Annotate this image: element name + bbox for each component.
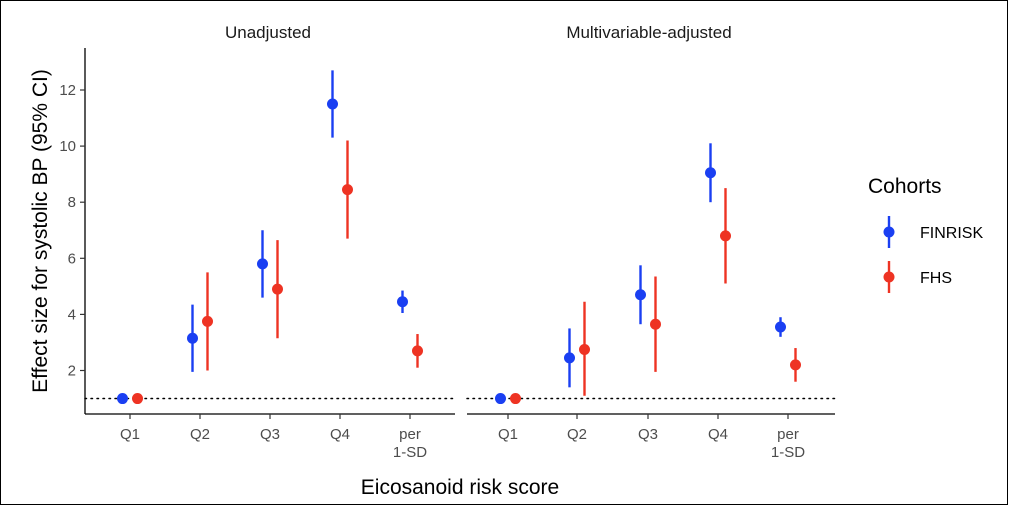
y-tick-label: 2 bbox=[68, 363, 76, 380]
data-point bbox=[272, 283, 283, 295]
legend-label: FHS bbox=[920, 270, 952, 287]
data-point bbox=[635, 289, 646, 301]
data-point bbox=[564, 352, 575, 364]
data-point bbox=[510, 393, 521, 405]
y-tick-label: 8 bbox=[68, 194, 76, 211]
data-point bbox=[705, 167, 716, 179]
data-point bbox=[187, 332, 198, 344]
panel-title: Multivariable-adjusted bbox=[566, 23, 731, 42]
y-tick-label: 10 bbox=[59, 138, 76, 155]
y-axis-title: Effect size for systolic BP (95% CI) bbox=[29, 69, 52, 393]
data-point bbox=[397, 296, 408, 308]
x-axis-title: Eicosanoid risk score bbox=[361, 476, 559, 499]
legend-label: FINRISK bbox=[920, 225, 983, 242]
x-tick-label: 1-SD bbox=[771, 444, 805, 461]
data-point bbox=[650, 318, 661, 330]
x-tick-label: Q2 bbox=[567, 426, 587, 443]
y-tick-label: 4 bbox=[68, 306, 76, 323]
legend-key-point bbox=[883, 271, 895, 283]
legend-key-point bbox=[883, 226, 895, 238]
x-tick-label: Q1 bbox=[120, 426, 140, 443]
x-tick-label: Q4 bbox=[708, 426, 728, 443]
data-point bbox=[257, 258, 268, 270]
data-point bbox=[775, 321, 786, 333]
x-tick-label: per bbox=[777, 426, 799, 443]
data-point bbox=[412, 345, 423, 357]
data-point bbox=[342, 184, 353, 196]
data-point bbox=[579, 343, 590, 355]
x-tick-label: 1-SD bbox=[393, 444, 427, 461]
data-point bbox=[132, 393, 143, 405]
panel-title: Unadjusted bbox=[225, 23, 311, 42]
x-tick-label: Q2 bbox=[190, 426, 210, 443]
x-tick-label: Q4 bbox=[330, 426, 350, 443]
x-tick-label: Q3 bbox=[260, 426, 280, 443]
data-point bbox=[495, 393, 506, 405]
data-point bbox=[202, 315, 213, 327]
data-point bbox=[327, 98, 338, 110]
data-point bbox=[117, 393, 128, 405]
y-tick-label: 6 bbox=[68, 250, 76, 267]
x-tick-label: per bbox=[399, 426, 421, 443]
legend-title: Cohorts bbox=[868, 175, 942, 198]
y-tick-label: 12 bbox=[59, 82, 76, 99]
x-tick-label: Q1 bbox=[498, 426, 518, 443]
data-point bbox=[790, 359, 801, 371]
x-tick-label: Q3 bbox=[638, 426, 658, 443]
data-point bbox=[720, 230, 731, 242]
